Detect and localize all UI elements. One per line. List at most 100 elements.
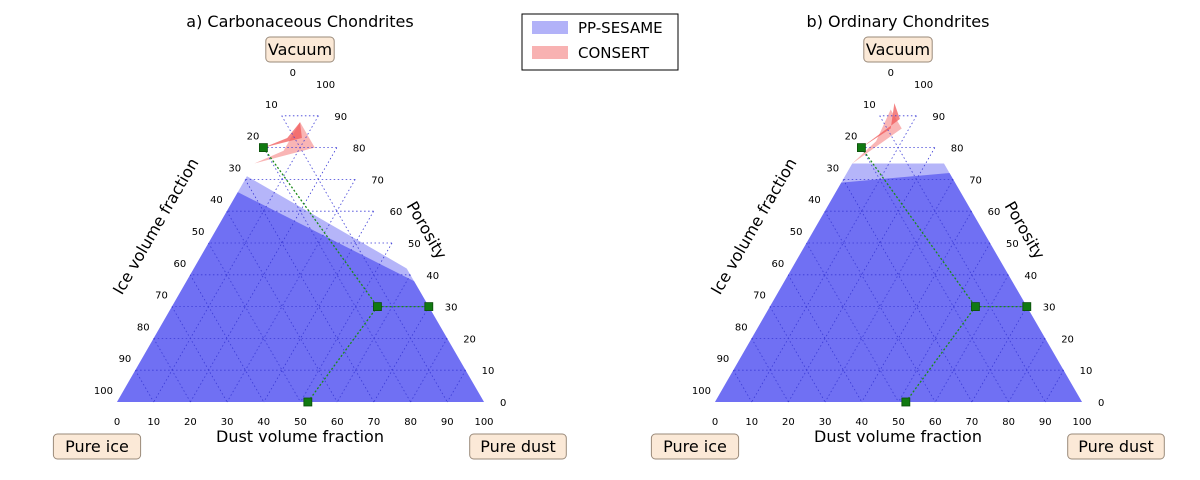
tick-dust-40: 40 — [257, 417, 270, 428]
solution-line-0 — [262, 147, 378, 307]
tick-dust-90: 90 — [441, 417, 454, 428]
tick-porosity-20: 20 — [463, 334, 476, 345]
corner-label-pure-dust-box — [469, 433, 567, 460]
solution-marker-0 — [857, 143, 866, 153]
tick-dust-90: 90 — [1039, 417, 1052, 428]
legend-swatch-consert — [532, 46, 568, 59]
tick-dust-70: 70 — [966, 417, 979, 428]
grid-line-dust-80 — [1008, 338, 1046, 403]
legend: PP-SESAME CONSERT — [521, 13, 679, 71]
tick-dust-50: 50 — [892, 417, 905, 428]
tick-porosity-60: 60 — [390, 207, 403, 218]
solution-marker-3 — [303, 397, 313, 407]
grid-line-ice-30 — [244, 179, 375, 403]
tick-porosity-50: 50 — [408, 239, 421, 250]
axis-label-ice: Ice volume fraction — [109, 155, 203, 298]
panel-title: a) Carbonaceous Chondrites — [186, 12, 413, 31]
region-pp-sesame-dark — [715, 173, 1082, 402]
tick-porosity-30: 30 — [445, 303, 458, 314]
panel-title: b) Ordinary Chondrites — [807, 12, 990, 31]
corner-label-vacuum: Vacuum — [866, 40, 930, 59]
tick-dust-10: 10 — [147, 417, 160, 428]
grid-line-ice-50 — [806, 242, 899, 403]
tick-porosity-60: 60 — [988, 207, 1001, 218]
axis-label-dust: Dust volume fraction — [216, 427, 384, 446]
grid — [732, 115, 1064, 403]
tick-dust-80: 80 — [1002, 417, 1015, 428]
tick-dust-60: 60 — [331, 417, 344, 428]
grid-line-ice-50 — [208, 242, 301, 403]
tick-porosity-80: 80 — [353, 144, 366, 155]
corner-label-pure-dust: Pure dust — [1078, 437, 1154, 456]
tick-ice-50: 50 — [192, 227, 205, 238]
grid-line-dust-30 — [226, 179, 356, 403]
tick-porosity-0: 0 — [500, 398, 506, 409]
tick-dust-20: 20 — [184, 417, 197, 428]
grid-line-dust-30 — [824, 179, 954, 403]
corner-label-vacuum-box — [265, 36, 335, 63]
panel-ordinary-chondrites: b) Ordinary Chondrites 0 0 0 10 10 10 20 20 20 30 3… — [650, 12, 1165, 460]
grid-line-ice-20 — [263, 147, 411, 403]
region-pp-sesame-dark — [117, 192, 484, 402]
grid — [134, 115, 466, 403]
grid-line-ice-10 — [879, 115, 1046, 403]
tick-ice-100: 100 — [692, 386, 711, 397]
solution-marker-2 — [1022, 302, 1032, 312]
tick-dust-30: 30 — [819, 417, 832, 428]
tick-ice-70: 70 — [753, 291, 766, 302]
tick-dust-50: 50 — [294, 417, 307, 428]
axis-label-ice: Ice volume fraction — [707, 155, 801, 298]
grid-line-dust-20 — [190, 147, 338, 403]
grid-line-ice-40 — [226, 210, 338, 403]
tick-ice-20: 20 — [247, 132, 260, 143]
grid-line-ice-60 — [787, 274, 863, 403]
tick-porosity-90: 90 — [932, 112, 945, 123]
tick-dust-10: 10 — [745, 417, 758, 428]
tick-porosity-0: 0 — [1098, 398, 1104, 409]
tick-dust-100: 100 — [1072, 417, 1091, 428]
grid-line-dust-20 — [788, 147, 936, 403]
tick-porosity-100: 100 — [914, 80, 933, 91]
axis-label-porosity: Porosity — [1001, 198, 1049, 262]
tick-ice-40: 40 — [210, 195, 223, 206]
tick-porosity-50: 50 — [1006, 239, 1019, 250]
tick-ice-70: 70 — [155, 291, 168, 302]
grid-line-dust-80 — [410, 338, 448, 403]
grid-line-dust-50 — [898, 242, 991, 403]
corner-label-pure-ice: Pure ice — [65, 437, 129, 456]
solution-marker-0 — [258, 143, 268, 153]
solution-marker-1 — [971, 302, 980, 312]
corner-label-pure-ice-box — [52, 433, 142, 460]
grid-line-ice-10 — [281, 115, 448, 403]
grid-line-dust-60 — [934, 274, 1009, 403]
legend-label-consert: CONSERT — [578, 44, 650, 62]
tick-ice-60: 60 — [771, 259, 784, 270]
tick-porosity-90: 90 — [334, 112, 347, 123]
corner-label-pure-ice: Pure ice — [663, 437, 727, 456]
tick-porosity-40: 40 — [426, 271, 439, 282]
grid-line-dust-60 — [336, 274, 411, 403]
tick-porosity-80: 80 — [951, 144, 964, 155]
tick-ice-80: 80 — [137, 322, 150, 333]
tick-ice-20: 20 — [845, 132, 858, 143]
tick-dust-70: 70 — [368, 417, 381, 428]
grid-line-ice-60 — [189, 274, 265, 403]
tick-ice-10: 10 — [863, 100, 876, 111]
tick-dust-80: 80 — [404, 417, 417, 428]
tick-porosity-70: 70 — [371, 175, 384, 186]
tick-dust-20: 20 — [782, 417, 795, 428]
tick-ice-40: 40 — [808, 195, 821, 206]
tick-ice-100: 100 — [94, 386, 113, 397]
tick-porosity-10: 10 — [1080, 366, 1093, 377]
region-consert-dark — [263, 122, 302, 148]
corner-label-pure-dust-box — [1067, 433, 1165, 460]
tick-porosity-30: 30 — [1043, 303, 1056, 314]
solution-marker-1 — [373, 302, 382, 312]
tick-ice-90: 90 — [717, 354, 730, 365]
corner-label-pure-dust: Pure dust — [480, 437, 556, 456]
grid-line-ice-20 — [861, 147, 1009, 403]
grid-line-ice-80 — [153, 338, 191, 403]
grid-line-ice-40 — [824, 210, 936, 403]
tick-ice-0: 0 — [888, 68, 894, 79]
